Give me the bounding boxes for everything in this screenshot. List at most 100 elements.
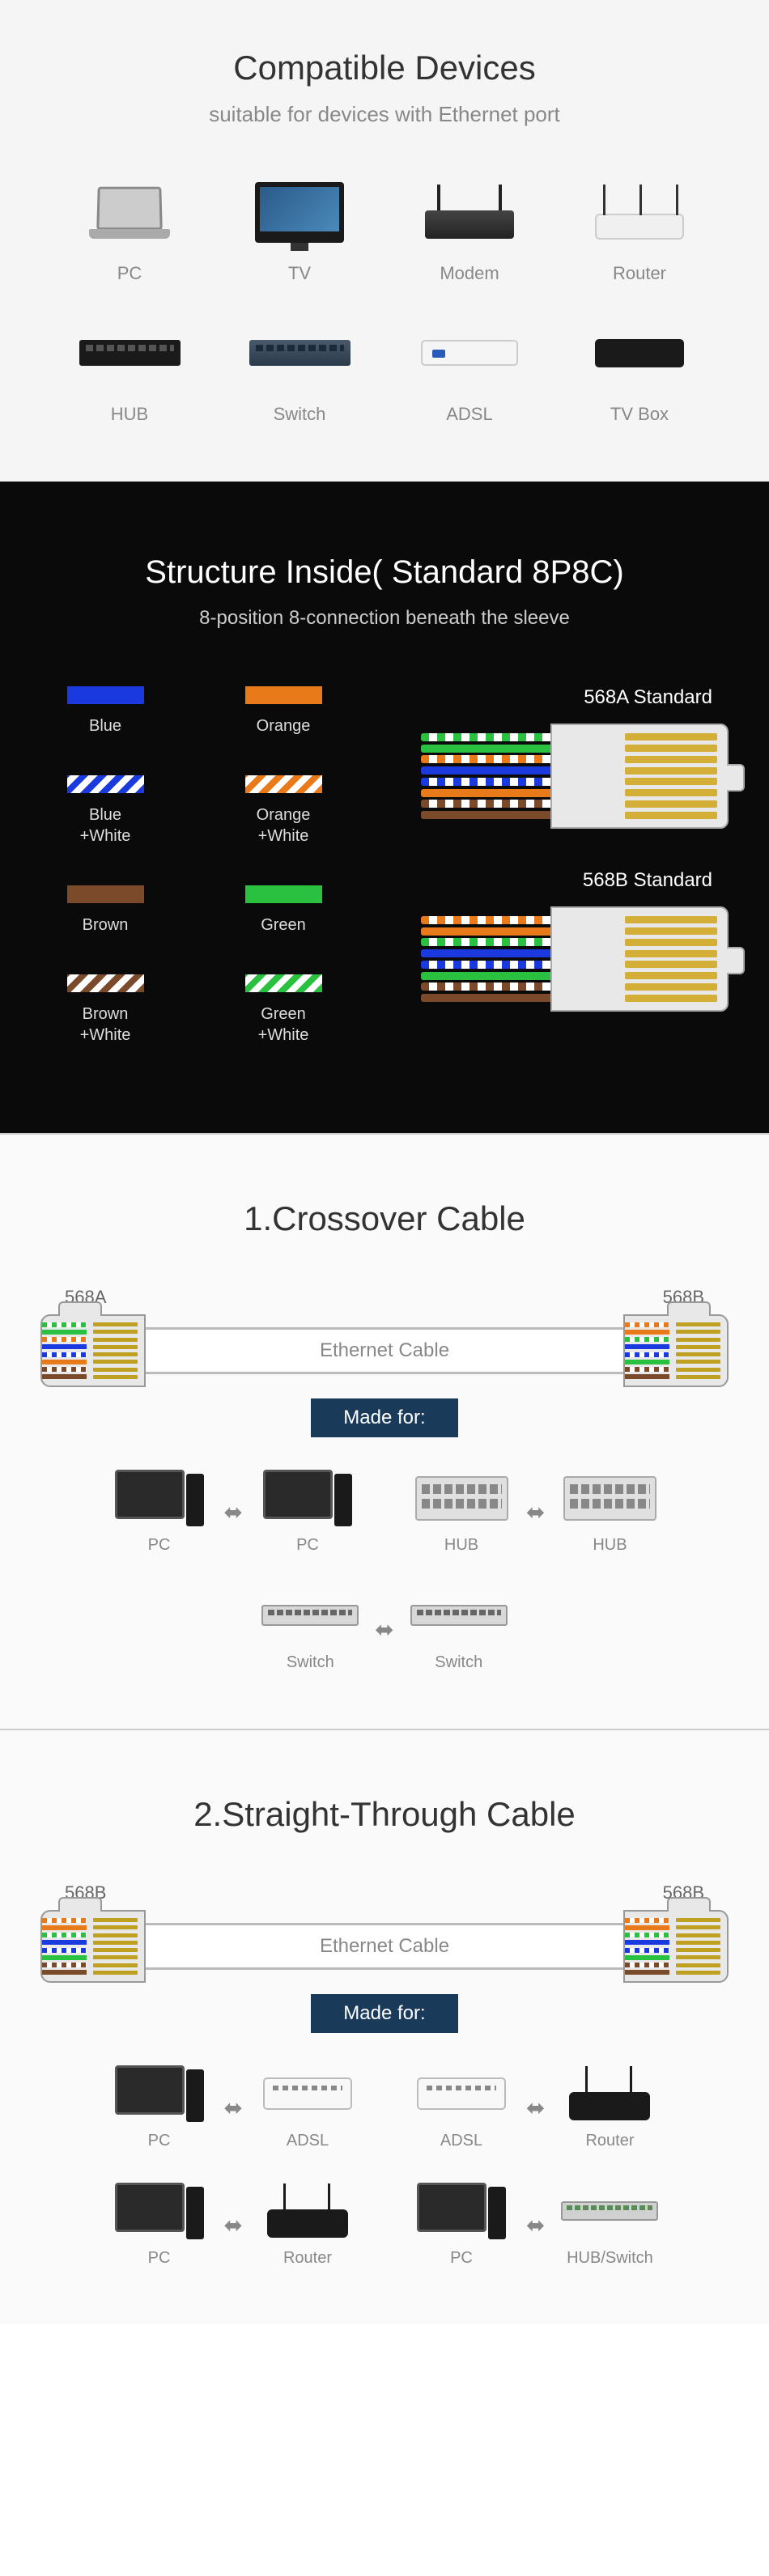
device-hub: HUB (57, 316, 202, 425)
device-pair: PC⬌HUB/Switch (413, 2183, 658, 2268)
color-swatch (67, 974, 144, 992)
cable-label: Ethernet Cable (146, 1327, 623, 1374)
device-pair: Switch ⬌ Switch (261, 1587, 507, 1672)
color-item: Brown +White (40, 974, 170, 1052)
device-label: ADSL (446, 404, 492, 425)
color-label: Orange +White (219, 804, 348, 847)
device-label: Switch (274, 404, 326, 425)
pair-device-label: PC (148, 2132, 171, 2150)
color-item: Green (219, 885, 348, 942)
bidirectional-arrow-icon: ⬌ (526, 1499, 545, 1526)
pair-device: PC (413, 2183, 510, 2268)
pc-icon (115, 1470, 204, 1526)
pair-device: PC (259, 1470, 356, 1555)
bidirectional-arrow-icon: ⬌ (526, 2094, 545, 2121)
device-pair: ADSL⬌Router (413, 2065, 658, 2150)
adsl-icon (421, 340, 518, 366)
device-grid: PC TV Modem Router HUB Switch ADSL TV Bo… (32, 176, 737, 425)
bidirectional-arrow-icon: ⬌ (224, 1499, 243, 1526)
pair-device: PC (111, 1470, 208, 1555)
pair-device: PC (111, 2065, 208, 2150)
hub-lg-icon (415, 1476, 508, 1521)
device-label: TV Box (610, 404, 669, 425)
section3-title: 1.Crossover Cable (40, 1199, 729, 1238)
compatible-devices-section: Compatible Devices suitable for devices … (0, 0, 769, 482)
standard-block: 568B Standard (380, 869, 729, 1012)
color-swatch (67, 885, 144, 903)
pair-device-label: Switch (435, 1653, 482, 1672)
modem-icon (425, 210, 514, 239)
device-label: Modem (440, 263, 499, 284)
device-label: Router (613, 263, 666, 284)
pair-device-label: PC (296, 1536, 319, 1555)
pc-icon (263, 1470, 352, 1526)
color-swatch (245, 885, 322, 903)
pair-device: HUB (413, 1470, 510, 1555)
switch-lg-icon (410, 1605, 508, 1626)
cable-label: Ethernet Cable (146, 1923, 623, 1970)
device-pc: PC (57, 176, 202, 284)
color-swatch (245, 974, 322, 992)
device-pair: PC⬌ADSL (111, 2065, 356, 2150)
pc-icon (115, 2183, 204, 2239)
pair-device-label: HUB/Switch (567, 2249, 653, 2268)
hubswitch-icon (561, 2201, 658, 2221)
router2-icon (267, 2209, 348, 2238)
connector-right (623, 1910, 729, 1983)
device-pair: PC ⬌ PC (111, 1470, 356, 1555)
pair-device-label: PC (148, 1536, 171, 1555)
cable-diagram: 568A568B Ethernet Cable (40, 1287, 729, 1387)
pair-device: ADSL (259, 2065, 356, 2150)
standard-title: 568B Standard (380, 869, 729, 892)
pair-device-label: HUB (444, 1536, 478, 1555)
pair-device-label: HUB (593, 1536, 627, 1555)
device-adsl: ADSL (397, 316, 542, 425)
straight-through-section: 2.Straight-Through Cable 568B568B Ethern… (0, 1729, 769, 2324)
section1-subtitle: suitable for devices with Ethernet port (32, 102, 737, 127)
bidirectional-arrow-icon: ⬌ (224, 2212, 243, 2239)
color-swatch (67, 686, 144, 704)
standard-title: 568A Standard (380, 686, 729, 709)
pc-icon (115, 2065, 204, 2122)
color-label: Brown +White (40, 1004, 170, 1046)
color-label: Blue +White (40, 804, 170, 847)
switch-lg-icon (261, 1605, 359, 1626)
color-item: Blue (40, 686, 170, 743)
color-label: Green +White (219, 1004, 348, 1046)
rj45-connector (421, 724, 729, 829)
pair-device: Switch (410, 1587, 508, 1672)
hub-icon (79, 340, 181, 366)
device-switch: Switch (227, 316, 372, 425)
pair-device-label: ADSL (287, 2132, 329, 2150)
hub-lg-icon (563, 1476, 656, 1521)
section2-subtitle: 8-position 8-connection beneath the slee… (40, 607, 729, 630)
adsl2-icon (263, 2077, 352, 2110)
pair-device: Router (259, 2183, 356, 2268)
device-router: Router (567, 176, 712, 284)
pair-device: PC (111, 2183, 208, 2268)
device-pair: PC ⬌ Router (111, 2183, 356, 2268)
pair-device-label: ADSL (440, 2132, 482, 2150)
router-icon (595, 214, 684, 240)
section1-title: Compatible Devices (32, 49, 737, 87)
made-for-badge: Made for: (311, 1994, 457, 2033)
color-item: Brown (40, 885, 170, 942)
pair-device: HUB/Switch (561, 2183, 658, 2268)
pair-device: Switch (261, 1587, 359, 1672)
standard-block: 568A Standard (380, 686, 729, 829)
color-label: Green (219, 915, 348, 936)
section4-title: 2.Straight-Through Cable (40, 1795, 729, 1834)
color-swatch (245, 686, 322, 704)
device-label: TV (288, 263, 311, 284)
adsl2-icon (417, 2077, 506, 2110)
device-pair: HUB ⬌ HUB (413, 1470, 658, 1555)
pair-device: ADSL (413, 2065, 510, 2150)
pair-device-label: Router (283, 2249, 332, 2268)
connector-right (623, 1314, 729, 1387)
color-item: Orange (219, 686, 348, 743)
connector-left (40, 1314, 146, 1387)
color-label: Brown (40, 915, 170, 936)
crossover-section: 1.Crossover Cable 568A568B Ethernet Cabl… (0, 1133, 769, 1729)
bidirectional-arrow-icon: ⬌ (375, 1616, 393, 1643)
color-item: Orange +White (219, 775, 348, 853)
